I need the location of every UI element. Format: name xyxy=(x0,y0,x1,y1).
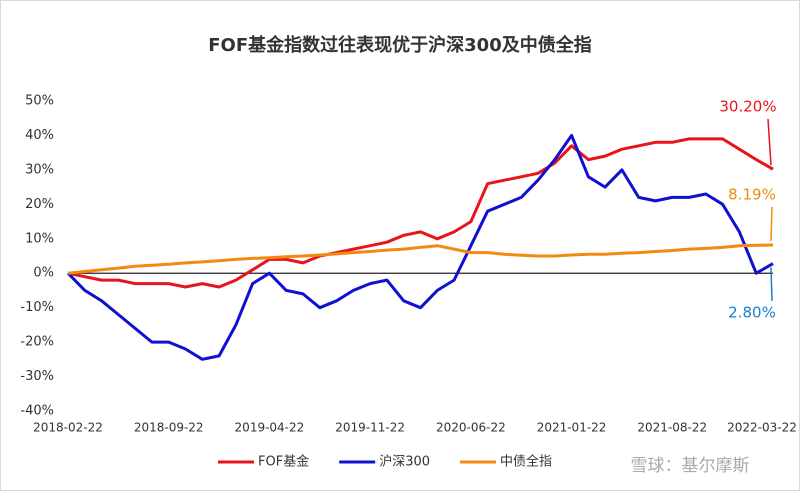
annotation: 30.20% xyxy=(719,98,776,116)
legend-label: 沪深300 xyxy=(379,454,430,470)
annotation: 2.80% xyxy=(728,304,776,322)
legend-label: FOF基金 xyxy=(258,454,309,470)
y-tick-label: -10% xyxy=(20,300,54,315)
x-tick-label: 2019-04-22 xyxy=(235,421,305,435)
y-tick-label: -40% xyxy=(20,404,54,419)
series-line xyxy=(66,133,774,361)
y-tick-label: 10% xyxy=(25,231,54,246)
y-tick-label: 0% xyxy=(33,266,54,281)
x-tick-label: 2022-03-22 xyxy=(727,421,797,435)
x-tick-label: 2018-02-22 xyxy=(33,421,103,435)
legend-label: 中债全指 xyxy=(500,454,552,470)
watermark: 雪球：基尔摩斯 xyxy=(631,456,750,476)
chart-title: FOF基金指数过往表现优于沪深300及中债全指 xyxy=(208,34,591,56)
x-tick-label: 2021-08-22 xyxy=(637,421,707,435)
series-line xyxy=(67,137,774,289)
annotation: 8.19% xyxy=(728,186,776,204)
x-tick-label: 2020-06-22 xyxy=(436,421,506,435)
x-tick-label: 2018-09-22 xyxy=(134,421,204,435)
y-tick-label: 50% xyxy=(25,94,54,109)
y-tick-label: 20% xyxy=(25,197,54,212)
y-tick-label: -30% xyxy=(20,369,54,384)
y-tick-label: 30% xyxy=(25,162,54,177)
x-tick-label: 2021-01-22 xyxy=(537,421,607,435)
y-tick-label: -20% xyxy=(20,335,54,350)
annotation-arrow xyxy=(770,206,773,242)
annotation-arrow xyxy=(770,267,773,302)
annotation-arrow xyxy=(767,118,772,166)
x-tick-label: 2019-11-22 xyxy=(335,421,405,435)
y-tick-label: 40% xyxy=(25,128,54,143)
series-line xyxy=(67,243,774,275)
